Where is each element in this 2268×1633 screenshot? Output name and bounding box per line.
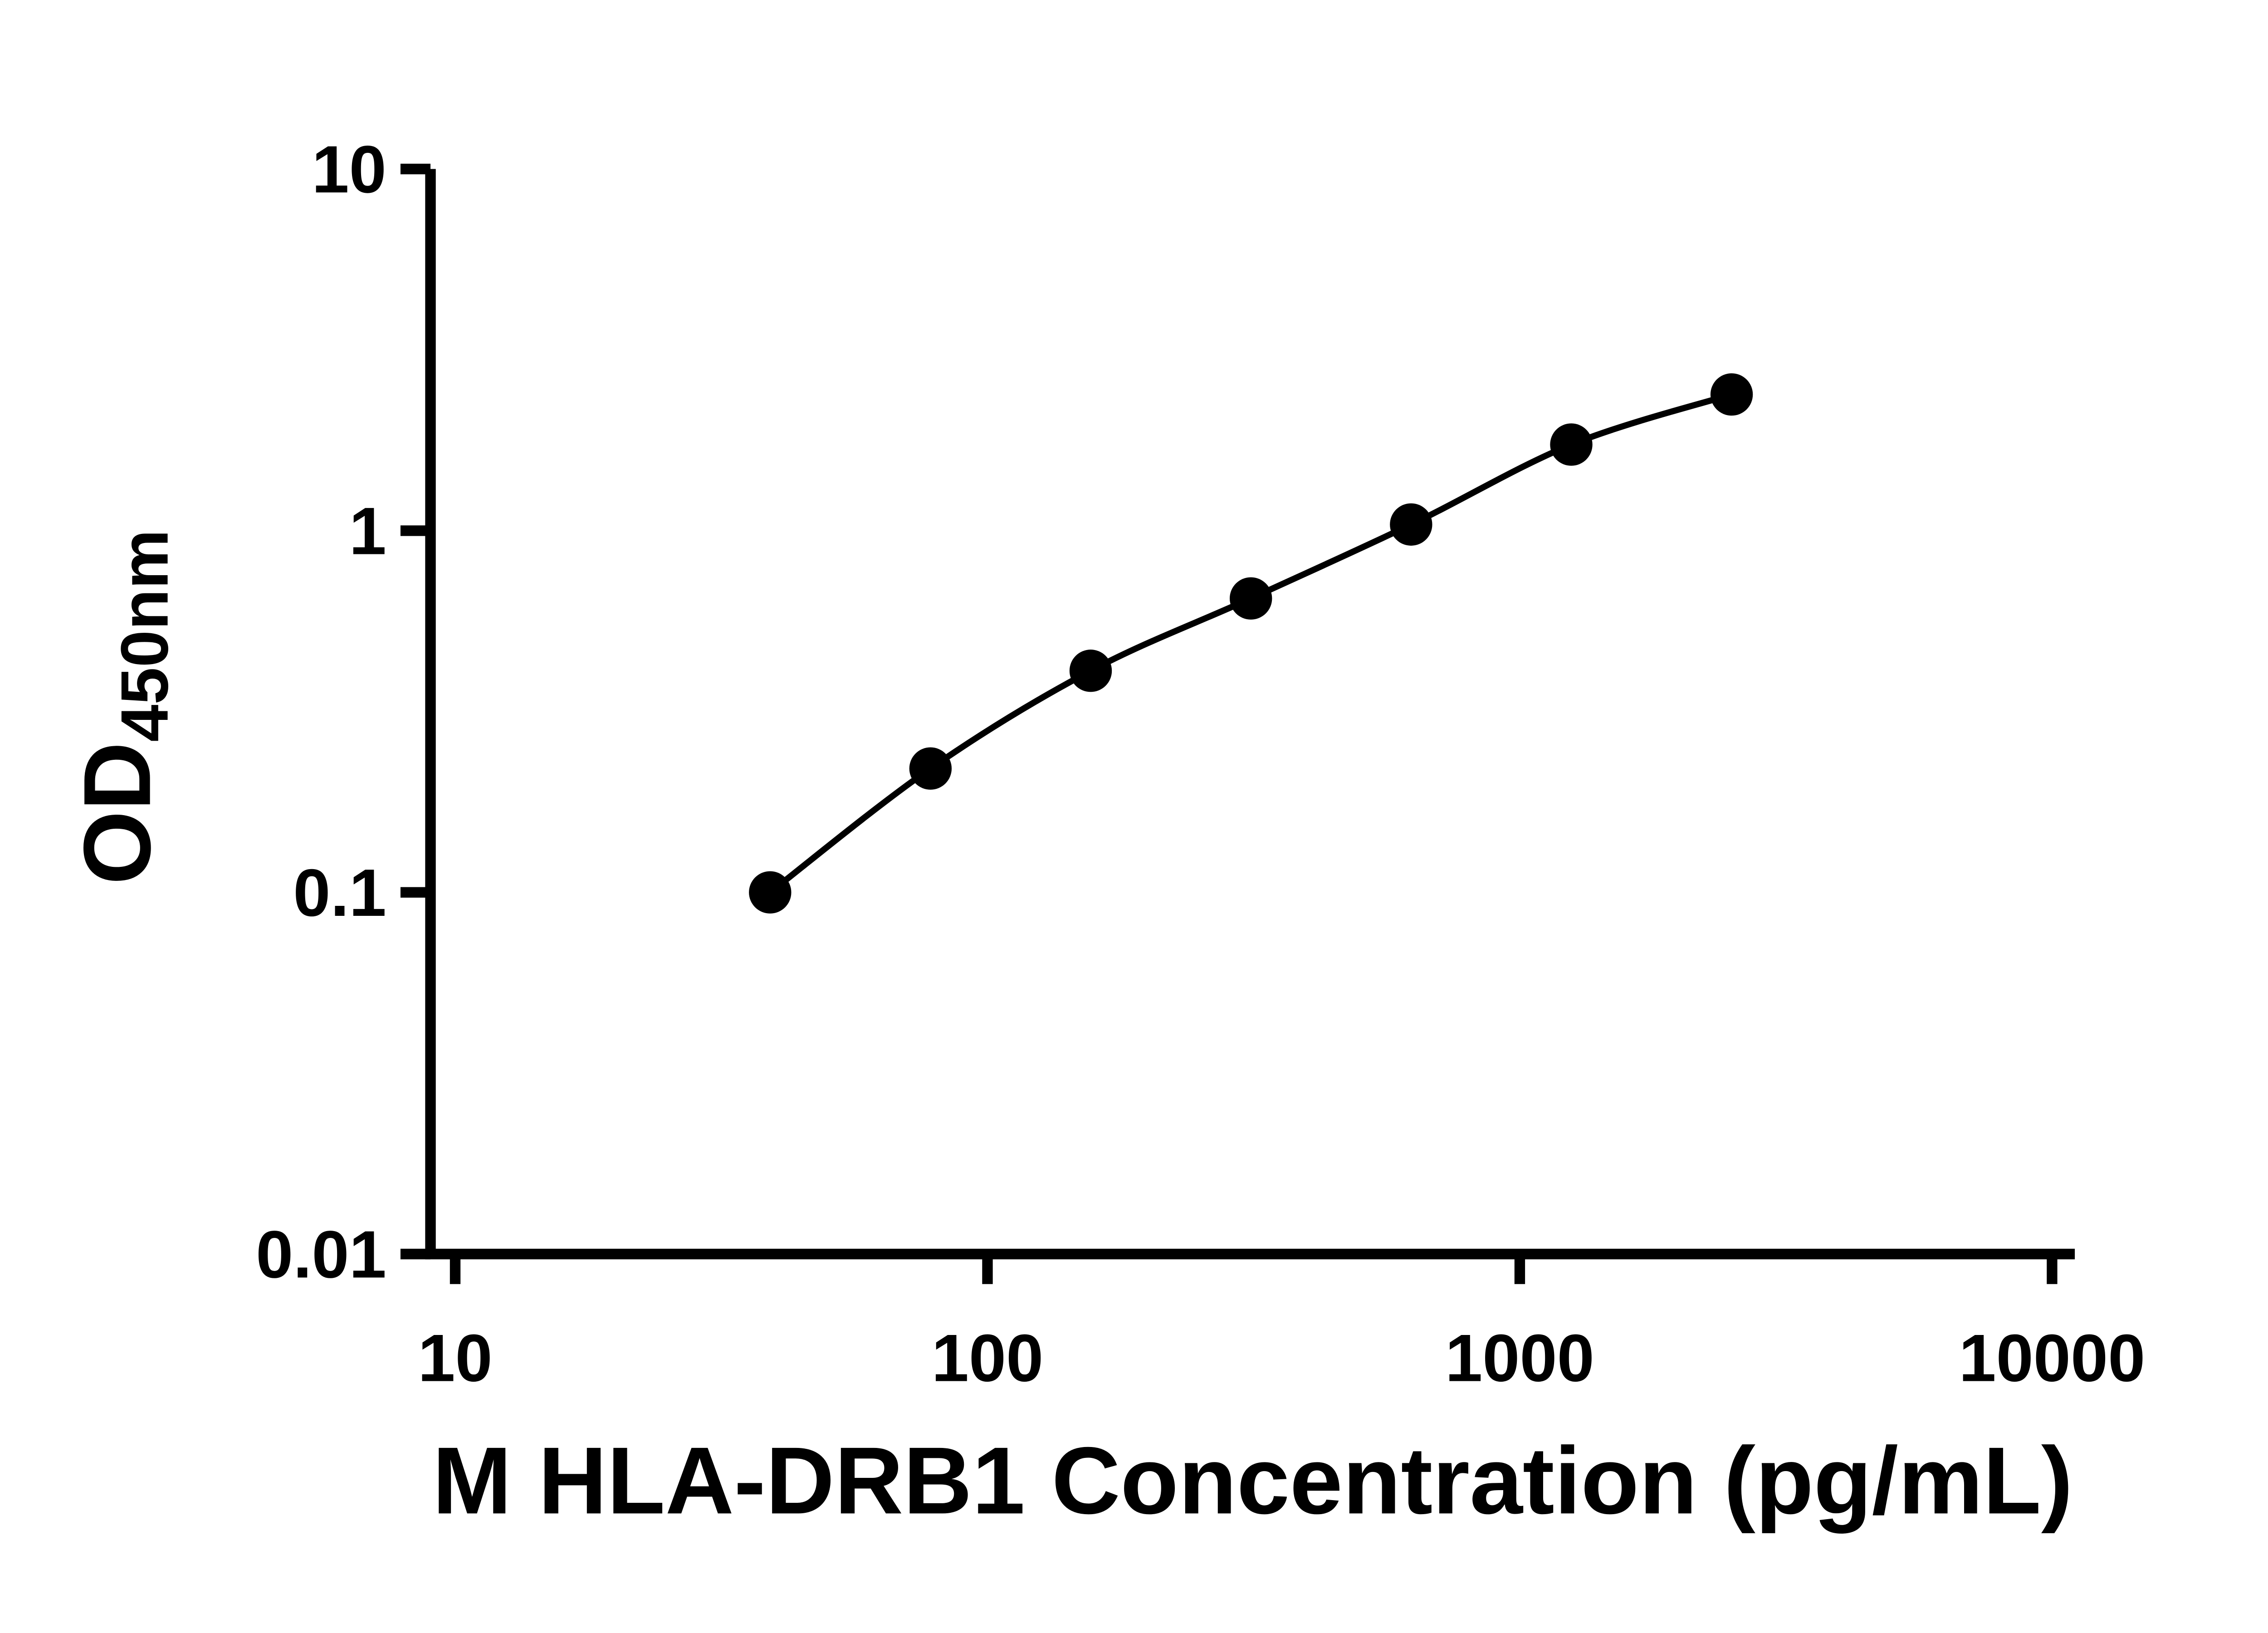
y-axis-title-sub: 450nm (108, 529, 182, 742)
x-tick-label: 1000 (1445, 1321, 1594, 1396)
y-tick-label: 0.1 (293, 856, 386, 930)
y-tick-label: 1 (349, 494, 386, 569)
data-point (749, 871, 792, 914)
x-tick-label: 10 (418, 1321, 492, 1396)
data-point (1390, 503, 1432, 546)
data-point (909, 747, 952, 790)
y-tick-label: 0.01 (256, 1217, 386, 1292)
data-point (1710, 373, 1753, 416)
series-standard-curve (749, 373, 1753, 914)
data-point (1230, 577, 1272, 620)
x-tick-label: 10000 (1959, 1321, 2145, 1396)
x-tick-label: 100 (932, 1321, 1044, 1396)
y-axis-ticks: 0.01 0.1 1 10 (256, 132, 431, 1292)
data-point (1550, 423, 1593, 466)
x-axis-title: M HLA-DRB1 Concentration (pg/mL) (432, 1427, 2073, 1534)
y-tick-label: 10 (312, 132, 386, 207)
y-axis-title-main: OD (64, 742, 171, 885)
y-axis-title: OD450nm (64, 529, 182, 885)
data-point (1069, 650, 1112, 692)
chart-background (0, 22, 2268, 1611)
x-axis-ticks: 10 100 1000 10000 (418, 1254, 2145, 1396)
